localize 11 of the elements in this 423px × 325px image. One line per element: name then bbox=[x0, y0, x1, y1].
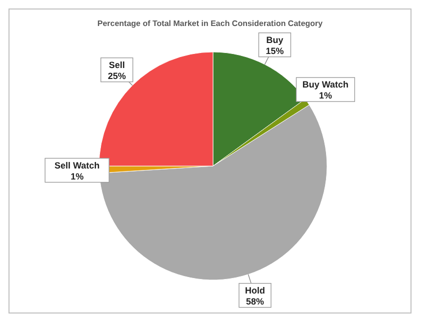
slice-label: Sell bbox=[108, 60, 125, 70]
data-label: 25% bbox=[108, 70, 126, 81]
slice-label: Buy Watch bbox=[302, 80, 349, 90]
slice-label: Buy bbox=[266, 34, 284, 45]
data-label: 1% bbox=[318, 90, 332, 101]
chart-title: Percentage of Total Market in Each Consideration Category bbox=[97, 19, 324, 28]
slice-label: Hold bbox=[245, 285, 266, 296]
slice-label: Sell Watch bbox=[54, 160, 100, 170]
data-label: 15% bbox=[266, 46, 284, 56]
data-label: 1% bbox=[70, 171, 84, 182]
data-label: 58% bbox=[246, 296, 264, 306]
